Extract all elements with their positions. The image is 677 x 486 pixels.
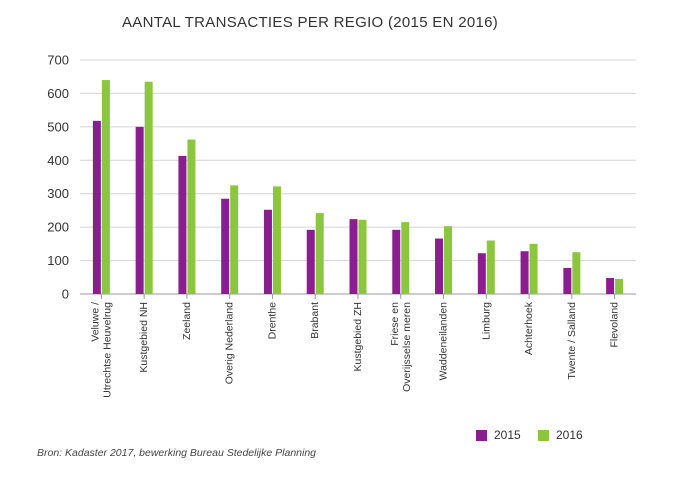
x-tick-label-line: Limburg: [480, 302, 492, 340]
bar-2016-6: [358, 219, 367, 294]
bar-2015-0: [92, 120, 101, 294]
y-tick-label: 600: [47, 86, 69, 101]
x-tick-label: Overig Nederland: [224, 302, 236, 384]
bar-2016-2: [187, 139, 196, 294]
bar-2016-1: [144, 81, 153, 294]
bar-2015-3: [221, 198, 230, 294]
x-tick-label-line: Achterhoek: [523, 301, 535, 355]
y-tick-label: 500: [47, 119, 69, 134]
x-tick-label: Waddeneilanden: [438, 302, 450, 381]
bar-2016-12: [615, 278, 624, 294]
bar-2016-3: [230, 185, 239, 294]
legend-item-2015: 2015: [476, 428, 521, 442]
y-tick-label: 200: [47, 220, 69, 235]
x-tick-label-line: Brabant: [309, 302, 321, 339]
x-tick-label-line: Drenthe: [266, 302, 278, 340]
x-tick-label: Flevoland: [609, 302, 621, 348]
legend-swatch-2015: [476, 429, 487, 441]
bar-2015-5: [306, 229, 315, 294]
legend-label-2016: 2016: [556, 428, 583, 442]
legend-label-2015: 2015: [494, 428, 521, 442]
x-tick-label-line: Waddeneilanden: [438, 302, 450, 381]
x-tick-label-line: Utrechtse Heuvelrug: [101, 302, 113, 398]
x-tick-label: Veluwe /Utrechtse Heuvelrug: [89, 302, 113, 398]
bar-2016-9: [486, 240, 495, 294]
bar-2016-7: [401, 222, 410, 294]
x-tick-label-line: Overijsselse meren: [401, 302, 413, 392]
bar-2015-11: [563, 267, 572, 294]
x-tick-label-line: Zeeland: [181, 302, 193, 340]
bar-2015-12: [606, 277, 615, 294]
x-tick-label: Brabant: [309, 302, 321, 339]
x-tick-label-line: Overig Nederland: [224, 302, 236, 384]
y-tick-label: 300: [47, 186, 69, 201]
bar-2015-9: [477, 253, 486, 294]
y-tick-label: 0: [62, 287, 69, 302]
x-tick-label: Achterhoek: [523, 301, 535, 355]
bar-2016-0: [101, 80, 110, 294]
x-tick-label-line: Kustgebied ZH: [352, 302, 364, 371]
x-tick-label-line: Friese en: [389, 302, 401, 346]
y-tick-label: 100: [47, 253, 69, 268]
bar-2016-8: [444, 226, 453, 294]
legend-swatch-2016: [538, 429, 549, 441]
x-tick-label-line: Kustgebied NH: [138, 302, 150, 373]
x-tick-label-line: Flevoland: [609, 302, 621, 348]
bar-2015-4: [263, 209, 272, 294]
bar-2016-10: [529, 243, 538, 294]
bar-2015-1: [135, 126, 144, 294]
bar-2016-11: [572, 252, 581, 294]
x-tick-label-line: Veluwe /: [89, 302, 101, 342]
x-tick-label: Zeeland: [181, 302, 193, 340]
x-tick-label: Limburg: [480, 302, 492, 340]
x-tick-label: Twente / Salland: [566, 302, 578, 380]
x-tick-label-line: Twente / Salland: [566, 302, 578, 380]
x-tick-label: Drenthe: [266, 302, 278, 340]
bar-2016-4: [272, 186, 281, 294]
source-note: Bron: Kadaster 2017, bewerking Bureau St…: [37, 447, 317, 459]
x-tick-label: Kustgebied NH: [138, 302, 150, 373]
legend-item-2016: 2016: [538, 428, 583, 442]
bar-2015-6: [349, 219, 358, 294]
bar-2015-7: [392, 229, 401, 294]
bar-2015-10: [520, 251, 529, 294]
bar-2015-8: [435, 238, 444, 294]
chart-title: AANTAL TRANSACTIES PER REGIO (2015 EN 20…: [122, 14, 499, 31]
x-tick-label: Friese enOverijsselse meren: [389, 302, 413, 392]
x-tick-label: Kustgebied ZH: [352, 302, 364, 371]
bar-2016-5: [315, 213, 324, 294]
y-tick-label: 700: [47, 53, 69, 68]
bar-2015-2: [178, 155, 187, 294]
y-tick-label: 400: [47, 153, 69, 168]
